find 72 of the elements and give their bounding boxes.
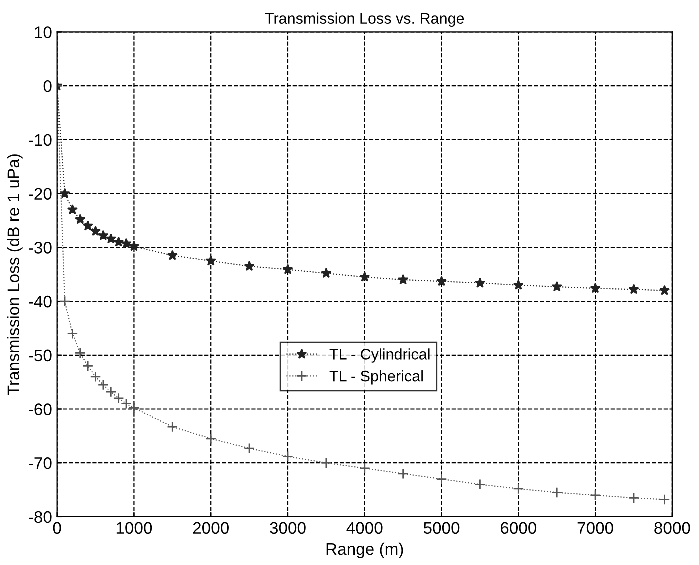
point: [114, 236, 124, 247]
point: [590, 490, 602, 501]
point: [128, 402, 140, 414]
point: [120, 398, 132, 410]
point: [244, 260, 255, 272]
point: [436, 276, 448, 286]
point: [75, 214, 86, 224]
y-tick-label: -10: [29, 134, 52, 146]
x-axis-title: Range (m): [326, 542, 404, 558]
point: [59, 296, 71, 308]
point: [128, 241, 140, 252]
point: [82, 360, 94, 372]
point: [513, 280, 524, 290]
point: [659, 285, 670, 296]
point: [659, 494, 670, 506]
y-tick-label: -60: [29, 404, 52, 416]
y-tick-label: 0: [44, 80, 52, 92]
point: [628, 492, 640, 504]
point: [121, 238, 132, 249]
point: [552, 487, 563, 498]
point: [244, 443, 256, 454]
point: [106, 233, 116, 244]
point: [90, 226, 102, 236]
point: [513, 483, 524, 495]
x-tick-label: 1000: [116, 522, 152, 534]
y-tick-label: -20: [29, 188, 52, 200]
legend-label: TL - Spherical: [330, 370, 423, 385]
y-tick-label: -70: [29, 458, 52, 470]
point: [552, 281, 562, 292]
point: [474, 479, 486, 490]
legend-label: TL - Cylindrical: [330, 348, 430, 363]
point: [474, 278, 486, 288]
point: [282, 451, 294, 462]
point: [98, 379, 110, 391]
point: [74, 348, 86, 359]
x-tick-label: 7000: [578, 522, 614, 534]
point: [360, 272, 370, 282]
point: [206, 433, 217, 444]
point: [106, 386, 117, 398]
point: [67, 328, 78, 340]
point: [590, 283, 601, 294]
y-axis-title: Transmission Loss (dB re 1 uPa): [7, 154, 23, 396]
point: [82, 220, 94, 231]
y-tick-label: -80: [29, 511, 52, 524]
point: [206, 256, 216, 266]
point: [359, 462, 370, 474]
point: [113, 392, 124, 404]
point: [282, 264, 294, 274]
point: [398, 468, 409, 480]
point: [90, 371, 102, 382]
point: [320, 458, 332, 469]
chart-title: Transmission Loss vs. Range: [265, 12, 464, 28]
x-tick-label: 6000: [500, 522, 537, 534]
point: [321, 268, 332, 278]
point: [436, 474, 448, 485]
x-tick-label: 8000: [654, 522, 690, 534]
x-tick-label: 3000: [270, 522, 306, 534]
point: [167, 250, 178, 260]
point: [398, 274, 409, 285]
point: [60, 188, 70, 198]
point: [67, 204, 78, 215]
point: [628, 284, 640, 294]
x-tick-label: 2000: [193, 522, 229, 534]
point: [167, 421, 178, 433]
y-tick-label: -40: [29, 296, 52, 308]
y-tick-label: 10: [35, 26, 52, 38]
x-tick-label: 5000: [424, 522, 460, 534]
point: [98, 230, 109, 240]
y-tick-label: -30: [29, 242, 52, 254]
x-tick-label: 4000: [346, 522, 383, 534]
y-tick-label: -50: [29, 350, 52, 362]
x-tick-label: 0: [53, 522, 62, 534]
